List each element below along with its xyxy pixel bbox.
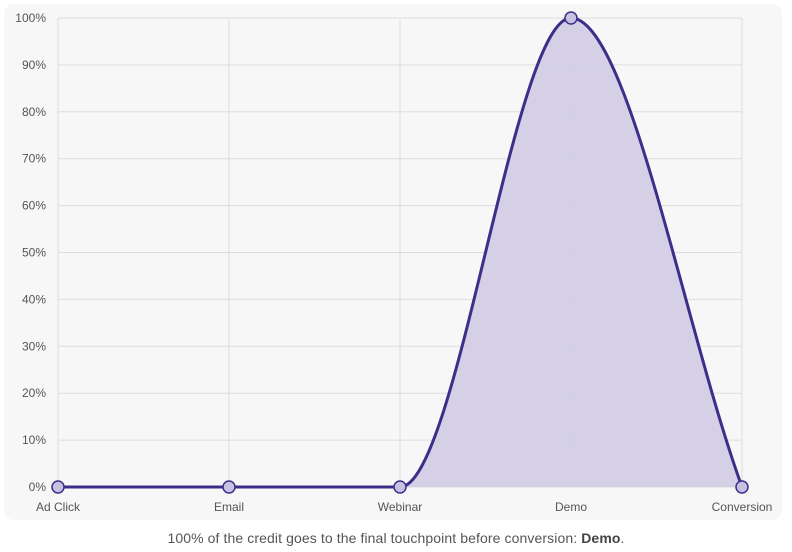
point-layer [51,11,749,494]
data-point-ad-click[interactable] [51,480,65,494]
x-tick-label: Webinar [378,500,422,514]
series-area-fill [58,18,742,487]
chart-caption: 100% of the credit goes to the final tou… [0,530,792,546]
area-layer [56,16,744,489]
x-tick-label: Conversion [712,500,773,514]
data-point-email[interactable] [222,480,236,494]
attribution-chart: 0% 10% 20% 30% 40% 50% 60% 70% 80% 90% 100% Ad Cli… [15,11,772,514]
y-tick-label: 20% [22,386,46,400]
y-tick-label: 90% [22,58,46,72]
series-line [56,16,744,489]
y-tick-label: 100% [15,11,46,25]
y-tick-label: 10% [22,433,46,447]
y-tick-label: 60% [22,199,46,213]
caption-highlight: Demo [581,530,621,546]
caption-suffix: . [620,530,625,546]
y-tick-label: 30% [22,339,46,353]
x-tick-label: Ad Click [36,500,81,514]
x-tick-label: Email [214,500,244,514]
y-tick-label: 70% [22,152,46,166]
x-axis-ticks: Ad Click Email Webinar Demo Conversion [36,500,772,514]
y-axis-ticks: 0% 10% 20% 30% 40% 50% 60% 70% 80% 90% 100% [15,11,46,494]
x-tick-label: Demo [555,500,587,514]
data-point-conversion[interactable] [735,480,749,494]
caption-prefix: 100% of the credit goes to the final tou… [167,530,582,546]
data-point-demo[interactable] [564,11,578,25]
data-point-webinar[interactable] [393,480,407,494]
y-tick-label: 50% [22,246,46,260]
y-tick-label: 80% [22,105,46,119]
y-tick-label: 40% [22,292,46,306]
y-tick-label: 0% [29,480,47,494]
